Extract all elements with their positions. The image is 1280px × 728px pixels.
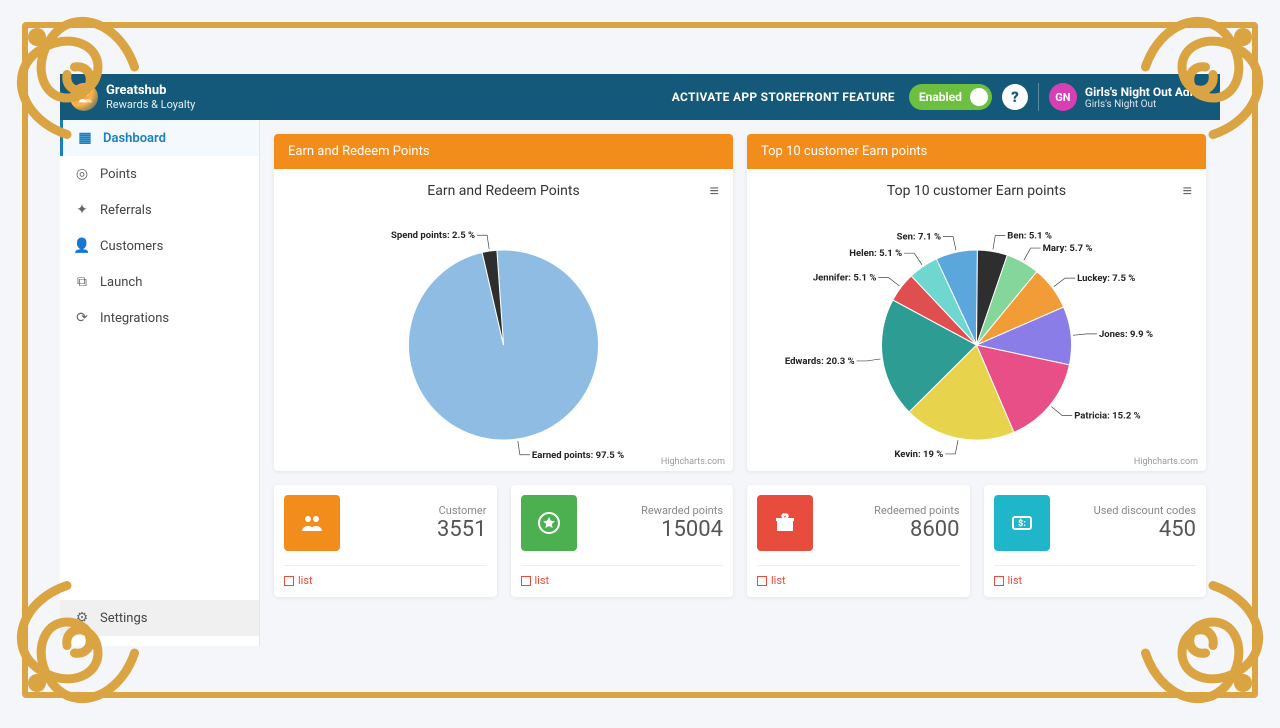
list-link-label: list [1008,574,1023,587]
star-icon [521,495,577,551]
gift-icon [757,495,813,551]
svg-text:Helen: 5.1 %: Helen: 5.1 % [849,248,902,259]
list-link-label: list [298,574,313,587]
enabled-toggle-label: Enabled [919,90,962,104]
avatar-initials: GN [1055,91,1070,104]
stat-list-link[interactable]: list [994,565,1197,587]
top-customers-pie-chart: Sen: 7.1 % Ben: 5.1 %Mary: 5.7 % Luckey: 7… [761,205,1192,465]
code-icon: $: [994,495,1050,551]
sidebar-item-dashboard[interactable]: ▦ Dashboard [60,120,259,156]
wand-icon: ✦ [74,202,90,218]
avatar: GN [1049,83,1077,111]
stat-label: Used discount codes [1060,504,1197,517]
list-icon [521,576,531,586]
svg-text:Earned points: 97.5 %: Earned points: 97.5 % [532,450,624,461]
stat-list-link[interactable]: list [757,565,960,587]
chart-menu-icon[interactable]: ≡ [1183,183,1192,199]
stat-value: 3551 [350,517,487,542]
account-sub: Girls's Night Out [1085,99,1210,110]
top-customers-card: Top 10 customer Earn points Top 10 custo… [747,134,1206,471]
sidebar: ▦ Dashboard ◎ Points ✦ Referrals 👤 Customers ⧉ La… [60,120,260,646]
sidebar-item-referrals[interactable]: ✦ Referrals [60,192,259,228]
svg-text:Ben: 5.1 %: Ben: 5.1 % [1007,231,1052,242]
svg-text:Sen: 7.1 %: Sen: 7.1 % [897,232,941,243]
navbar: Greatshub Rewards & Loyalty ACTIVATE APP… [60,74,1220,120]
sidebar-item-label: Referrals [100,203,152,218]
coins-icon: ◎ [74,166,90,182]
sidebar-item-label: Settings [100,611,147,626]
chart-credit: Highcharts.com [661,457,725,467]
stat-label: Rewarded points [587,504,724,517]
stat-value: 8600 [823,517,960,542]
sidebar-item-label: Launch [100,275,142,290]
brand-subtitle: Rewards & Loyalty [106,98,195,111]
stat-list-link[interactable]: list [521,565,724,587]
chart-title: Earn and Redeem Points [288,183,719,199]
stat-card-redeemed-points: Redeemed points 8600 list [747,485,970,597]
user-icon: 👤 [74,238,90,254]
svg-text:$:: $: [1018,518,1026,529]
svg-text:Jones: 9.9 %: Jones: 9.9 % [1099,329,1153,340]
earn-redeem-pie-chart: Earned points: 97.5 % Spend points: 2.5 % [288,205,719,465]
stat-label: Customer [350,504,487,517]
list-link-label: list [771,574,786,587]
activate-storefront-link[interactable]: ACTIVATE APP STOREFRONT FEATURE [672,90,895,104]
sidebar-item-customers[interactable]: 👤 Customers [60,228,259,264]
main-content: Earn and Redeem Points Earn and Redeem P… [260,120,1220,646]
enabled-toggle[interactable]: Enabled [909,84,992,110]
grid-icon: ▦ [77,130,93,146]
launch-icon: ⧉ [74,274,90,290]
users-icon [284,495,340,551]
list-icon [757,576,767,586]
list-icon [284,576,294,586]
svg-text:Kevin: 19 %: Kevin: 19 % [894,449,943,460]
gear-icon: ⚙ [74,610,90,626]
svg-text:Luckey: 7.5 %: Luckey: 7.5 % [1077,273,1135,284]
sidebar-item-label: Customers [100,239,163,254]
stat-card-rewarded-points: Rewarded points 15004 list [511,485,734,597]
svg-text:Spend points: 2.5 %: Spend points: 2.5 % [391,230,475,241]
card-header: Top 10 customer Earn points [747,134,1206,169]
stats-row: Customer 3551 list Rewarded points 15004… [274,485,1206,597]
stat-value: 450 [1060,517,1197,542]
stat-card-used-discount-codes: $: Used discount codes 450 list [984,485,1207,597]
app-window: Greatshub Rewards & Loyalty ACTIVATE APP… [60,74,1220,646]
list-icon [994,576,1004,586]
svg-text:Edwards: 20.3 %: Edwards: 20.3 % [785,356,855,367]
earn-redeem-card: Earn and Redeem Points Earn and Redeem P… [274,134,733,471]
help-button[interactable]: ? [1002,84,1028,110]
brand-title: Greatshub [106,83,195,98]
account-title: Girls's Night Out Admin [1085,85,1210,99]
list-link-label: list [535,574,550,587]
chart-credit: Highcharts.com [1134,457,1198,467]
brand[interactable]: Greatshub Rewards & Loyalty [70,83,195,111]
sidebar-item-points[interactable]: ◎ Points [60,156,259,192]
sidebar-item-integrations[interactable]: ⟳ Integrations [60,300,259,336]
stat-label: Redeemed points [823,504,960,517]
svg-text:Mary: 5.7 %: Mary: 5.7 % [1043,243,1093,254]
chart-title: Top 10 customer Earn points [761,183,1192,199]
sync-icon: ⟳ [74,310,90,326]
sidebar-item-launch[interactable]: ⧉ Launch [60,264,259,300]
sidebar-item-label: Dashboard [103,131,166,146]
chart-menu-icon[interactable]: ≡ [710,183,719,199]
svg-text:Jennifer: 5.1 %: Jennifer: 5.1 % [813,272,877,283]
stat-list-link[interactable]: list [284,565,487,587]
svg-text:Patricia: 15.2 %: Patricia: 15.2 % [1074,411,1140,422]
account-menu[interactable]: GN Girls's Night Out Admin Girls's Night… [1038,83,1210,111]
card-header: Earn and Redeem Points [274,134,733,169]
stat-value: 15004 [587,517,724,542]
sidebar-item-settings[interactable]: ⚙ Settings [60,600,259,636]
help-icon: ? [1011,88,1019,106]
sidebar-item-label: Integrations [100,311,169,326]
brand-logo-icon [70,83,98,111]
toggle-knob [970,88,988,106]
sidebar-item-label: Points [100,167,137,182]
stat-card-customer: Customer 3551 list [274,485,497,597]
